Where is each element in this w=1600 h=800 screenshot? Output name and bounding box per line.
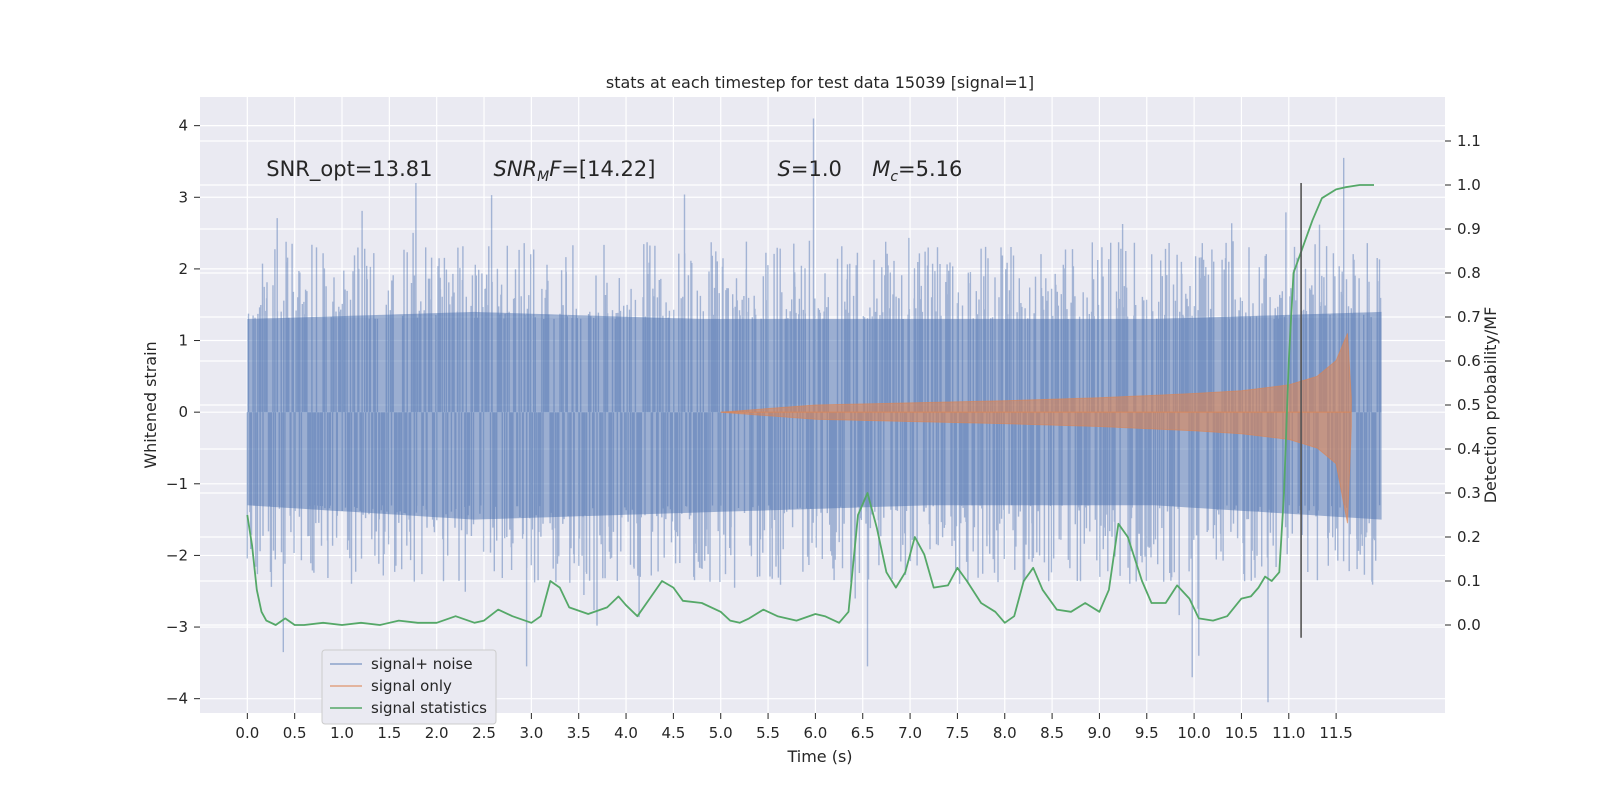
annotation-2-part-0: S [778,157,791,181]
y2-tick-label-5: 0.5 [1457,396,1481,414]
y-tick-label-3: −1 [166,475,188,493]
x-tick-label-5: 2.5 [472,724,496,742]
y-tick-label-4: 0 [178,403,188,421]
x-tick-label-3: 1.5 [377,724,401,742]
x-tick-label-17: 8.5 [1040,724,1064,742]
annotation-1-part-2: F [549,157,562,181]
x-tick-label-1: 0.5 [283,724,307,742]
annotation-3-part-1: c [890,169,898,185]
x-tick-label-15: 7.5 [945,724,969,742]
x-tick-label-0: 0.0 [235,724,259,742]
y-tick-label-1: −3 [166,618,188,636]
annotation-1-part-3: =[14.22] [561,157,655,181]
y2-tick-label-11: 1.1 [1457,132,1481,150]
x-tick-label-8: 4.0 [614,724,638,742]
x-tick-label-21: 10.5 [1225,724,1258,742]
x-tick-label-16: 8.0 [993,724,1017,742]
x-tick-label-22: 11.0 [1272,724,1305,742]
y-tick-label-5: 1 [178,332,188,350]
y2-tick-label-10: 1.0 [1457,176,1481,194]
y-tick-label-6: 2 [178,260,188,278]
x-tick-label-6: 3.0 [519,724,543,742]
x-tick-label-23: 11.5 [1319,724,1352,742]
x-tick-label-9: 4.5 [661,724,685,742]
y2-tick-label-0: 0.0 [1457,616,1481,634]
x-axis: 0.0 0.5 1.0 1.5 2.0 2.5 3.0 3.5 4.0 4.5 5.0 5.5 6.0 6… [235,713,1353,742]
legend-label-signal: signal only [371,677,452,695]
stats-series [246,184,1374,626]
y2-tick-label-3: 0.3 [1457,484,1481,502]
legend-box [321,649,497,725]
y2-tick-label-8: 0.8 [1457,264,1481,282]
annotation-2: S=1.0 [778,157,842,181]
y2-tick-label-4: 0.4 [1457,440,1481,458]
x-tick-label-11: 5.5 [756,724,780,742]
y-axis-left: −4 −3 −2 −1 0 1 2 3 4 [166,117,200,708]
annotation-3-part-2: =5.16 [898,157,962,181]
y2-tick-label-6: 0.6 [1457,352,1481,370]
y-tick-label-0: −4 [166,690,188,708]
y-tick-label-8: 4 [178,117,188,135]
y2-tick-label-9: 0.9 [1457,220,1481,238]
annotation-3-part-0: M [872,157,890,181]
x-axis-title: Time (s) [786,747,852,766]
x-tick-label-20: 10.0 [1177,724,1210,742]
signal-series [720,333,1352,524]
x-tick-label-12: 6.0 [803,724,827,742]
x-tick-label-13: 6.5 [851,724,875,742]
annotation-3: Mc=5.16 [872,157,962,185]
y2-tick-label-2: 0.2 [1457,528,1481,546]
x-tick-label-19: 9.5 [1135,724,1159,742]
noise-spikes [246,118,1382,703]
legend-label-stats: signal statistics [371,699,487,717]
signal-envelope [720,333,1352,524]
x-tick-label-2: 1.0 [330,724,354,742]
stats-line [246,184,1374,626]
legend-label-noise: signal+ noise [371,655,473,673]
x-tick-label-18: 9.0 [1088,724,1112,742]
chart-title: stats at each timestep for test data 150… [606,73,1034,92]
annotation-1-part-1: M [537,169,549,185]
x-tick-label-4: 2.0 [425,724,449,742]
y2-tick-label-1: 0.1 [1457,572,1481,590]
x-tick-label-7: 3.5 [567,724,591,742]
annotation-0-part-0: SNR_opt=13.81 [266,157,432,182]
annotation-1-part-0: SNR [493,157,537,181]
x-tick-label-14: 7.0 [898,724,922,742]
y-tick-label-7: 3 [178,188,188,206]
x-tick-label-10: 5.0 [709,724,733,742]
y-tick-label-2: −2 [166,546,188,564]
annotation-0: SNR_opt=13.81 [266,157,432,182]
y-axis-right-title: Detection probability/MF [1481,307,1500,504]
y-axis-title: Whitened strain [141,341,160,468]
y2-tick-label-7: 0.7 [1457,308,1481,326]
annotations: SNR_opt=13.81 SNRMF=[14.22] S=1.0 Mc=5.16 [266,157,962,185]
legend: signal+ noise signal only signal statist… [321,649,497,725]
y-axis-right: 0.0 0.1 0.2 0.3 0.4 0.5 0.6 0.7 0.8 0.9 1.0 1.1 [1445,132,1481,634]
annotation-1: SNRMF=[14.22] [493,157,655,185]
annotation-2-part-1: =1.0 [791,157,842,181]
